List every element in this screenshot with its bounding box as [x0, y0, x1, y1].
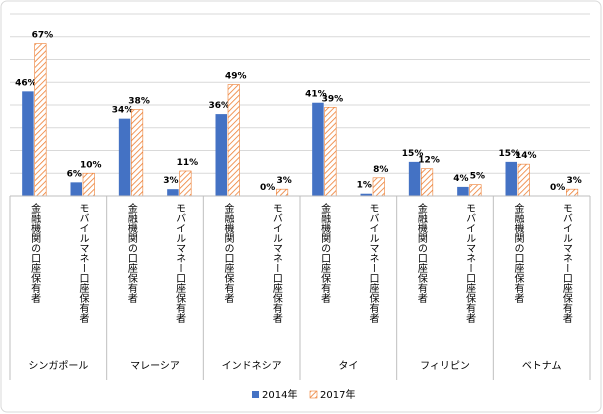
value-label: 46% [15, 78, 37, 88]
group-label: シンガポール [28, 360, 88, 372]
legend-swatch [309, 390, 318, 399]
group-label: フィリピン [420, 360, 470, 372]
value-label: 10% [80, 160, 102, 170]
bar [469, 184, 482, 197]
x-tick-label: 金融機関の口座保有者 [29, 202, 41, 304]
value-label: 14% [515, 151, 537, 161]
value-label: 38% [128, 97, 150, 107]
x-tick-label: モバイルマネー口座保有者 [77, 203, 89, 324]
value-label: 15% [498, 149, 520, 159]
bar [324, 106, 337, 197]
bar [118, 118, 131, 196]
x-tick-label: 金融機関の口座保有者 [415, 202, 427, 304]
bar [421, 168, 434, 197]
bar [167, 189, 179, 196]
bar [517, 163, 530, 197]
group-label: マレーシア [130, 361, 180, 372]
x-tick-label: モバイルマネー口座保有者 [270, 203, 282, 324]
x-tick-label: 金融機関の口座保有者 [512, 202, 524, 304]
legend-swatch [252, 391, 259, 398]
bar [505, 161, 517, 196]
value-label: 49% [225, 72, 247, 82]
bar [276, 188, 289, 197]
x-tick-label: モバイルマネー口座保有者 [464, 203, 476, 324]
bar [360, 193, 372, 196]
value-label: 34% [112, 106, 134, 116]
bar [408, 161, 421, 196]
group-label: インドネシア [222, 360, 282, 372]
bar [131, 109, 144, 197]
value-label: 67% [32, 31, 54, 41]
value-label: 3% [276, 176, 291, 186]
value-label: 1% [357, 181, 372, 191]
value-label: 4% [453, 174, 468, 184]
bar [22, 91, 34, 196]
bar [227, 84, 240, 197]
bar [82, 172, 95, 197]
value-label: 3% [163, 176, 178, 186]
value-label: 8% [373, 165, 388, 175]
legend-label: 2017年 [320, 388, 355, 401]
value-label: 0% [550, 183, 565, 193]
value-label: 0% [260, 183, 275, 193]
value-label: 5% [470, 172, 485, 182]
value-label: 15% [402, 149, 424, 159]
bar [70, 182, 82, 196]
x-tick-label: モバイルマネー口座保有者 [560, 203, 572, 324]
x-tick-label: 金融機関の口座保有者 [125, 202, 137, 304]
legend-label: 2014年 [262, 388, 297, 401]
bar [34, 43, 47, 197]
bar [312, 102, 324, 196]
bar [566, 188, 579, 197]
value-label: 12% [418, 156, 440, 166]
value-label: 6% [67, 169, 82, 179]
bar [215, 114, 227, 196]
value-label: 11% [177, 158, 199, 168]
bar [457, 186, 469, 196]
group-label: ベトナム [522, 360, 562, 372]
x-tick-label: モバイルマネー口座保有者 [174, 203, 186, 324]
group-label: タイ [338, 360, 358, 372]
bar [372, 177, 385, 197]
value-label: 36% [208, 101, 230, 111]
x-tick-label: 金融機関の口座保有者 [319, 202, 331, 304]
value-label: 3% [566, 176, 581, 186]
value-label: 39% [322, 94, 344, 104]
value-label: 41% [305, 90, 327, 100]
x-tick-label: モバイルマネー口座保有者 [367, 203, 379, 324]
bar [179, 170, 192, 197]
x-tick-label: 金融機関の口座保有者 [222, 202, 234, 304]
